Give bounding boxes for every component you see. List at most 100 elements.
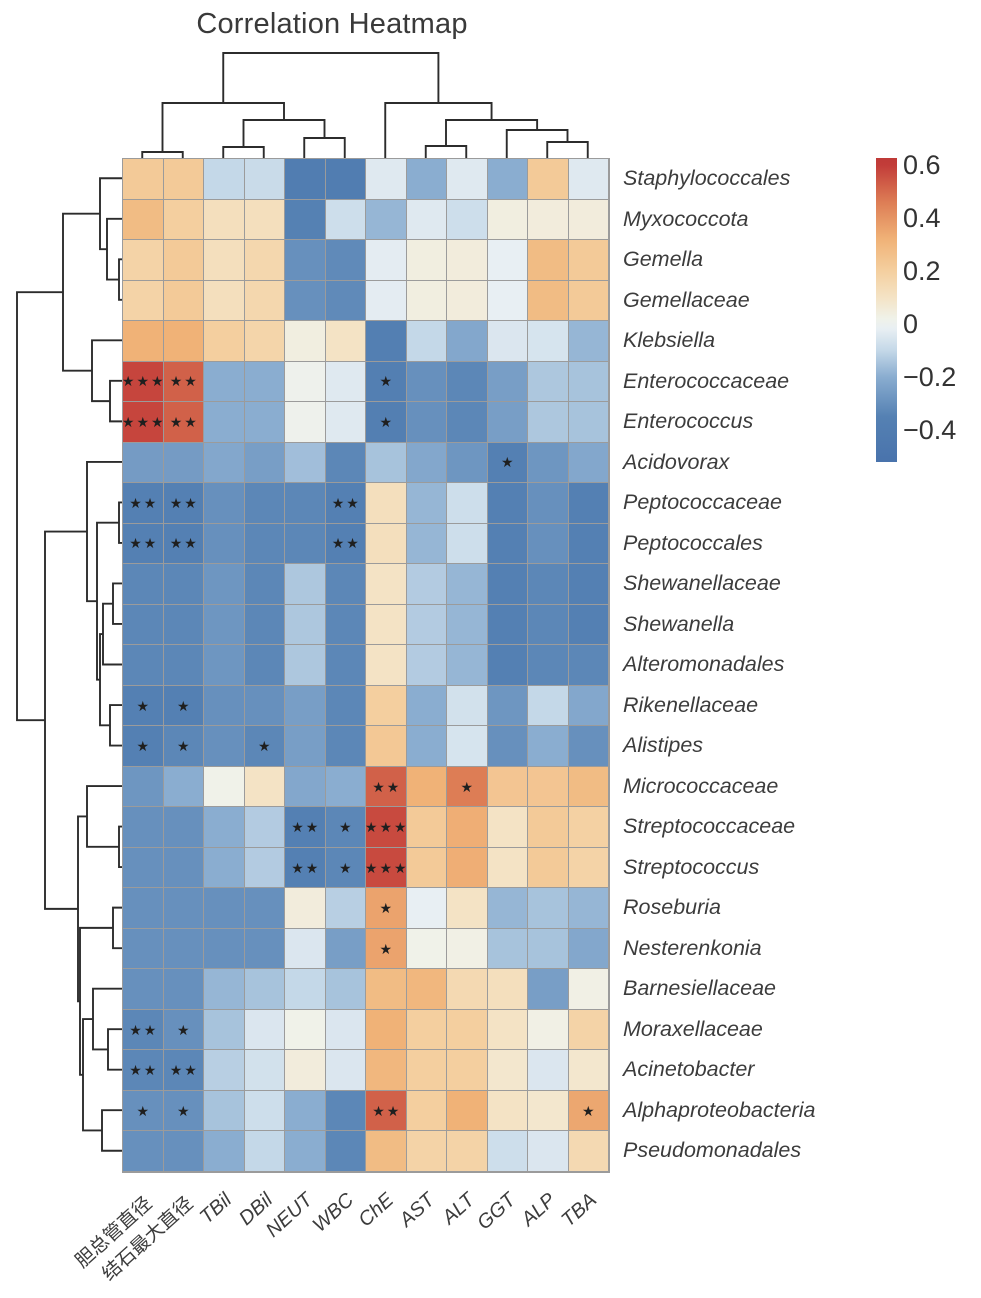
heatmap-cell bbox=[447, 928, 488, 970]
heatmap-cell bbox=[528, 361, 569, 403]
heatmap-cell bbox=[285, 1090, 326, 1132]
heatmap-cell bbox=[285, 240, 326, 281]
row-label: Enterococcaceae bbox=[623, 368, 790, 393]
heatmap-cell bbox=[568, 604, 609, 646]
heatmap-cell bbox=[447, 1050, 488, 1091]
heatmap-cell: ★ bbox=[163, 726, 204, 767]
heatmap-cell bbox=[244, 361, 285, 403]
heatmap-cell bbox=[406, 321, 447, 362]
row-label: Roseburia bbox=[623, 895, 721, 920]
heatmap-cell: ★ bbox=[163, 1090, 204, 1132]
heatmap-cell bbox=[447, 807, 488, 848]
heatmap-cell bbox=[447, 969, 488, 1010]
heatmap-cell bbox=[244, 604, 285, 646]
heatmap-cell bbox=[325, 159, 366, 200]
heatmap-cell bbox=[447, 1131, 488, 1172]
heatmap-cell bbox=[285, 685, 326, 727]
significance-stars: ★★ bbox=[291, 820, 321, 837]
heatmap-cell bbox=[487, 726, 528, 767]
heatmap-cell bbox=[163, 240, 204, 281]
significance-stars: ★ bbox=[136, 739, 152, 756]
heatmap-cell bbox=[325, 928, 366, 970]
heatmap-cell bbox=[366, 969, 407, 1010]
row-label: Alistipes bbox=[623, 733, 704, 758]
significance-stars: ★ bbox=[136, 698, 152, 715]
heatmap-cell: ★★ bbox=[366, 766, 407, 808]
heatmap-cell bbox=[568, 726, 609, 767]
heatmap-cell: ★★★ bbox=[122, 361, 164, 403]
heatmap-cell bbox=[204, 321, 245, 362]
colorbar-tick-label: 0.6 bbox=[903, 150, 941, 180]
left-dendrogram bbox=[16, 177, 122, 1152]
heatmap-cell bbox=[487, 1009, 528, 1051]
significance-stars: ★★★ bbox=[364, 820, 409, 837]
heatmap-cell bbox=[244, 321, 285, 362]
heatmap-cell bbox=[163, 928, 204, 970]
heatmap-cell bbox=[244, 766, 285, 808]
heatmap-cell bbox=[406, 159, 447, 200]
heatmap-cell bbox=[244, 483, 285, 524]
heatmap-cell bbox=[285, 442, 326, 484]
heatmap-cell bbox=[325, 240, 366, 281]
significance-stars: ★★ bbox=[129, 1063, 159, 1080]
heatmap-cell bbox=[487, 766, 528, 808]
heatmap-cell bbox=[406, 1131, 447, 1172]
heatmap-cell bbox=[285, 1009, 326, 1051]
heatmap-cell bbox=[528, 159, 569, 200]
heatmap-cell bbox=[528, 321, 569, 362]
heatmap-cell bbox=[528, 199, 569, 241]
heatmap-cell bbox=[325, 199, 366, 241]
heatmap-cell bbox=[487, 645, 528, 686]
heatmap-cell bbox=[487, 685, 528, 727]
heatmap-cell: ★ bbox=[325, 847, 366, 889]
heatmap-cell bbox=[325, 766, 366, 808]
heatmap-cell bbox=[244, 807, 285, 848]
heatmap-cell bbox=[163, 199, 204, 241]
heatmap-cell bbox=[568, 159, 609, 200]
heatmap-cell bbox=[325, 1090, 366, 1132]
significance-stars: ★ bbox=[500, 455, 516, 472]
heatmap-cell: ★ bbox=[366, 361, 407, 403]
heatmap-cell bbox=[406, 726, 447, 767]
heatmap-grid: ★★★ ★★ ★ ★★★ ★★ ★ ★ ★★ ★★ ★★ ★★ ★★ ★★ ★ ★ ★ ★ ★ ★★ ★ ★★ ★ ★★★ ★… bbox=[122, 158, 610, 1173]
significance-stars: ★★★ bbox=[364, 860, 409, 877]
heatmap-cell bbox=[528, 483, 569, 524]
heatmap-cell bbox=[244, 685, 285, 727]
significance-stars: ★★ bbox=[169, 536, 199, 553]
heatmap-cell bbox=[528, 1090, 569, 1132]
row-label: Gemella bbox=[623, 247, 704, 272]
significance-stars: ★★ bbox=[291, 860, 321, 877]
heatmap-cell bbox=[487, 483, 528, 524]
heatmap-cell bbox=[285, 523, 326, 565]
heatmap-cell bbox=[447, 685, 488, 727]
heatmap-cell bbox=[244, 969, 285, 1010]
heatmap-cell bbox=[244, 1050, 285, 1091]
heatmap-cell bbox=[123, 766, 164, 808]
heatmap-cell bbox=[528, 847, 569, 889]
heatmap-cell bbox=[285, 361, 326, 403]
row-label: Alteromonadales bbox=[623, 652, 785, 677]
heatmap-cell bbox=[406, 807, 447, 848]
significance-stars: ★ bbox=[257, 739, 273, 756]
heatmap-cell bbox=[406, 969, 447, 1010]
heatmap-cell bbox=[204, 483, 245, 524]
heatmap-cell bbox=[366, 199, 407, 241]
heatmap-cell bbox=[204, 1009, 245, 1051]
heatmap-cell bbox=[244, 888, 285, 929]
heatmap-cell: ★★★ bbox=[364, 847, 409, 889]
heatmap-cell bbox=[406, 523, 447, 565]
heatmap-cell bbox=[487, 969, 528, 1010]
heatmap-cell bbox=[487, 807, 528, 848]
heatmap-cell: ★★ bbox=[163, 361, 204, 403]
heatmap-cell bbox=[244, 442, 285, 484]
heatmap-cell bbox=[244, 240, 285, 281]
significance-stars: ★ bbox=[176, 739, 192, 756]
heatmap-cell: ★★ bbox=[163, 483, 204, 524]
heatmap-cell bbox=[568, 847, 609, 889]
heatmap-cell bbox=[568, 402, 609, 443]
heatmap-cell bbox=[163, 888, 204, 929]
heatmap-cell: ★ bbox=[366, 888, 407, 929]
heatmap-cell bbox=[406, 361, 447, 403]
heatmap-cell: ★★★ bbox=[364, 807, 409, 848]
